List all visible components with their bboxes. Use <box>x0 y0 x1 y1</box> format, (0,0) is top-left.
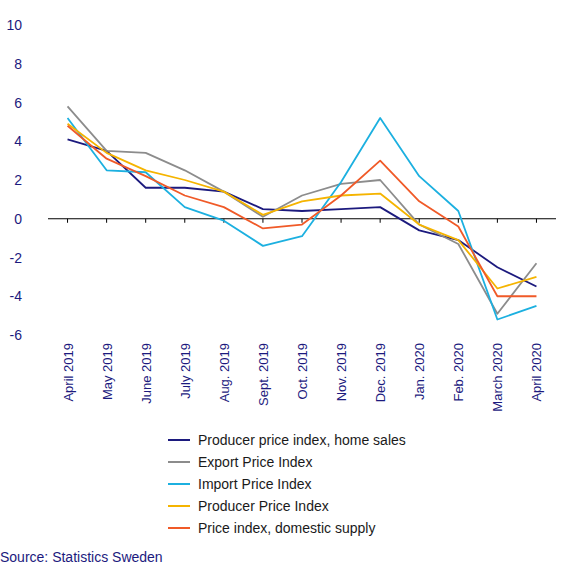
legend-swatch <box>168 439 190 441</box>
series-line <box>68 106 537 313</box>
y-tick-label: -2 <box>10 250 23 266</box>
y-tick-label: 8 <box>14 56 22 72</box>
y-tick-label: 6 <box>14 95 22 111</box>
x-tick <box>380 219 381 223</box>
x-tick-label: March 2020 <box>490 343 505 412</box>
y-tick-label: 4 <box>14 133 22 149</box>
x-tick-label: Aug. 2019 <box>217 343 232 402</box>
x-tick-label: Sept. 2019 <box>256 343 271 406</box>
y-tick-label: -4 <box>10 288 23 304</box>
legend-swatch <box>168 505 190 507</box>
legend-swatch <box>168 461 190 463</box>
series-line <box>68 118 537 320</box>
legend-swatch <box>168 483 190 485</box>
y-tick-label: 2 <box>14 172 22 188</box>
series-line <box>68 126 537 297</box>
y-tick-label: -6 <box>10 327 23 343</box>
legend-label: Export Price Index <box>198 454 312 470</box>
series-line <box>68 139 537 286</box>
chart: -6 -4 -2 0 2 4 6 8 10 April 2019 May 2019 June 2019… <box>0 0 567 567</box>
legend-label: Import Price Index <box>198 476 312 492</box>
legend-label: Producer price index, home sales <box>198 432 406 448</box>
x-tick-label: Nov. 2019 <box>334 343 349 401</box>
source: Source: Statistics Sweden <box>0 549 163 565</box>
y-tick-label: 0 <box>14 211 22 227</box>
x-tick-label: Dec. 2019 <box>373 343 388 402</box>
x-tick-label: Feb. 2020 <box>451 343 466 402</box>
x-tick <box>184 219 185 223</box>
series-line <box>68 124 537 289</box>
plot-area <box>68 106 537 319</box>
x-tick-label: June 2019 <box>139 343 154 404</box>
x-tick <box>536 219 537 223</box>
x-tick <box>106 219 107 223</box>
legend-label: Price index, domestic supply <box>198 520 375 536</box>
x-tick <box>145 219 146 223</box>
x-tick <box>419 219 420 223</box>
x-tick-label: April 2020 <box>529 343 544 402</box>
x-tick-label: April 2019 <box>61 343 76 402</box>
x-tick <box>341 219 342 223</box>
x-tick-label: May 2019 <box>100 343 115 400</box>
y-tick-label: 10 <box>6 17 22 33</box>
x-tick <box>302 219 303 223</box>
x-tick <box>497 219 498 223</box>
legend-swatch <box>168 527 190 529</box>
x-tick <box>67 219 68 223</box>
x-tick-label: Jan. 2020 <box>412 343 427 400</box>
x-tick-label: Oct. 2019 <box>295 343 310 399</box>
x-tick <box>458 219 459 223</box>
x-tick-label: July 2019 <box>178 343 193 399</box>
x-tick <box>262 219 263 223</box>
legend-label: Producer Price Index <box>198 498 329 514</box>
